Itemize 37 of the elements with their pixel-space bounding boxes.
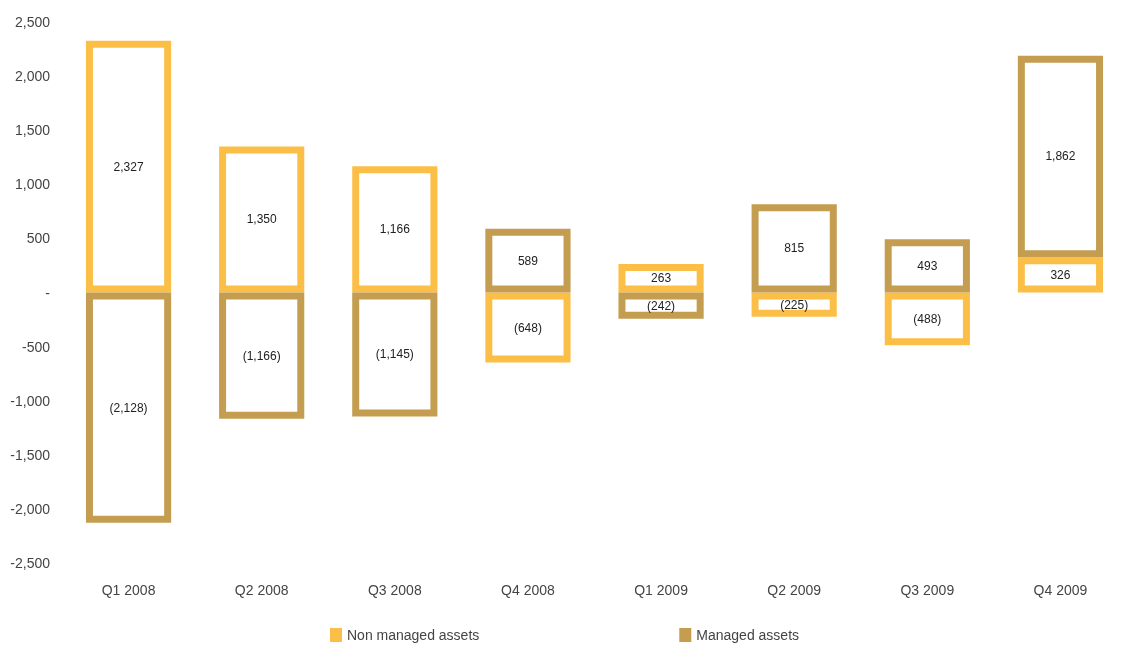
x-tick-label: Q2 2008 [234, 582, 289, 598]
x-tick-label: Q4 2008 [501, 582, 555, 598]
data-label: (648) [513, 320, 542, 335]
data-label: 815 [784, 241, 805, 256]
y-tick-label: -1,500 [10, 446, 51, 463]
data-label: (2,128) [109, 400, 148, 415]
x-tick-label: Q1 2009 [634, 582, 689, 598]
x-tick-label: Q1 2008 [101, 582, 156, 598]
y-tick-label: -1,000 [10, 392, 51, 409]
x-tick-label: Q3 2009 [900, 582, 955, 598]
y-tick-label: 1,000 [14, 176, 51, 193]
y-tick-label: 2,000 [14, 68, 51, 85]
y-tick-label: -2,500 [10, 555, 51, 571]
data-label: 1,862 [1045, 149, 1076, 164]
data-label: 1,350 [246, 212, 278, 227]
legend-label: Managed assets [696, 627, 800, 643]
legend-label: Non managed assets [346, 627, 480, 643]
data-label: (225) [780, 297, 809, 312]
x-tick-label: Q2 2009 [767, 582, 822, 598]
y-tick-label: 1,500 [14, 122, 51, 139]
data-label: (488) [913, 311, 942, 326]
y-tick-label: -2,000 [10, 500, 51, 517]
y-tick-label: 500 [26, 230, 51, 247]
data-label: 589 [517, 253, 539, 268]
data-label: 326 [1050, 267, 1071, 282]
data-label: (242) [647, 298, 676, 313]
x-tick-label: Q4 2009 [1033, 582, 1088, 598]
data-label: 493 [917, 258, 938, 273]
data-label: 2,327 [113, 159, 144, 174]
x-tick-label: Q3 2008 [367, 582, 422, 598]
data-label: 263 [651, 271, 672, 286]
y-tick-label: -500 [21, 338, 51, 355]
data-label: (1,145) [375, 347, 414, 362]
data-label: 1,166 [379, 222, 411, 237]
data-label: (1,166) [242, 348, 281, 363]
y-tick-label: 2,500 [14, 14, 51, 30]
y-tick-label: - [45, 284, 51, 301]
